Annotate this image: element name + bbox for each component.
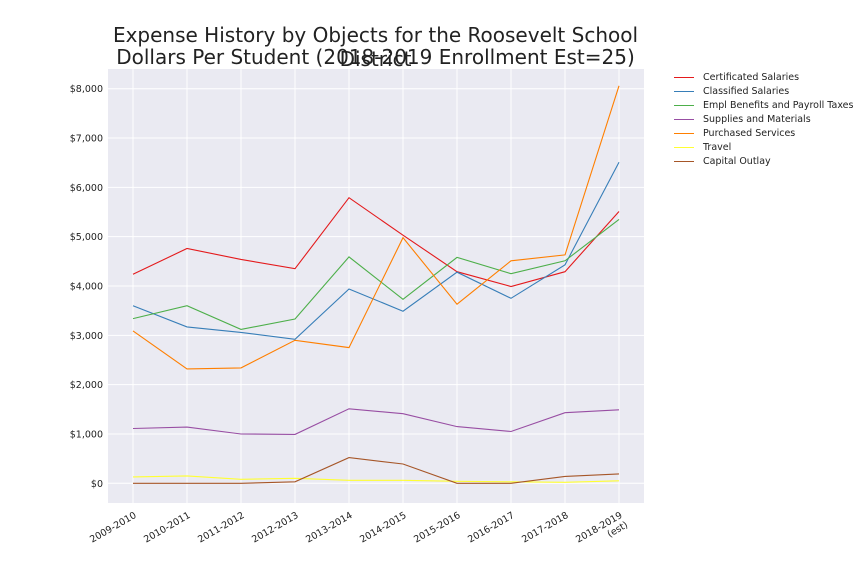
legend-swatch <box>674 104 694 106</box>
x-tick-label: 2016-2017 <box>466 510 516 545</box>
x-tick-label: 2009-2010 <box>88 510 138 545</box>
y-tick-label: $8,000 <box>70 84 103 95</box>
legend-item-purchased-services: Purchased Services <box>674 126 853 140</box>
legend-label: Capital Outlay <box>703 155 771 167</box>
series-line-purchased-services <box>132 85 620 370</box>
legend-label: Purchased Services <box>703 127 796 139</box>
legend-swatch <box>674 76 694 78</box>
legend-item-supplies-and-materials: Supplies and Materials <box>674 112 853 126</box>
x-tick-label: 2011-2012 <box>196 510 246 545</box>
legend-label: Supplies and Materials <box>703 113 811 125</box>
y-tick-label: $2,000 <box>70 380 103 391</box>
x-tick-label: 2013-2014 <box>304 510 354 545</box>
legend-item-certificated-salaries: Certificated Salaries <box>674 70 853 84</box>
chart-subtitle: Dollars Per Student (2018-2019 Enrollmen… <box>116 45 635 69</box>
y-tick-label: $6,000 <box>70 183 103 194</box>
y-tick-label: $0 <box>91 479 103 490</box>
x-tick-label: 2010-2011 <box>142 510 192 545</box>
y-tick-label: $7,000 <box>70 134 103 145</box>
legend-label: Certificated Salaries <box>703 71 800 83</box>
series-line-empl-benefits-and-payroll-taxes <box>132 218 620 330</box>
x-tick-label: 2015-2016 <box>412 510 462 545</box>
x-tick-label: 2012-2013 <box>250 510 300 545</box>
y-tick-label: $4,000 <box>70 282 103 293</box>
chart-title: Expense History by Objects for the Roose… <box>112 23 639 71</box>
x-tick-label: 2014-2015 <box>358 510 408 545</box>
series-line-travel <box>132 475 620 483</box>
legend-label: Empl Benefits and Payroll Taxes <box>703 99 854 111</box>
x-tick-label: 2018-2019(est) <box>574 510 630 555</box>
legend-item-empl-benefits-and-payroll-taxes: Empl Benefits and Payroll Taxes <box>674 98 853 112</box>
legend-swatch <box>674 160 694 162</box>
legend-swatch <box>674 146 694 148</box>
legend-swatch <box>674 118 694 120</box>
y-tick-label: $3,000 <box>70 331 103 342</box>
x-tick-label: 2017-2018 <box>520 510 570 545</box>
legend-label: Classified Salaries <box>703 85 790 97</box>
series-line-classified-salaries <box>132 161 620 340</box>
legend-label: Travel <box>703 141 732 153</box>
legend-item-classified-salaries: Classified Salaries <box>674 84 853 98</box>
y-tick-label: $1,000 <box>70 429 103 440</box>
chart-legend: Certificated Salaries Classified Salaries… <box>674 70 853 168</box>
legend-item-travel: Travel <box>674 140 853 154</box>
series-line-capital-outlay <box>133 457 620 484</box>
series-line-certificated-salaries <box>132 196 620 288</box>
y-tick-label: $5,000 <box>70 232 103 243</box>
series-line-supplies-and-materials <box>132 408 620 435</box>
legend-item-capital-outlay: Capital Outlay <box>674 154 853 168</box>
legend-swatch <box>674 90 694 92</box>
legend-swatch <box>674 132 694 134</box>
